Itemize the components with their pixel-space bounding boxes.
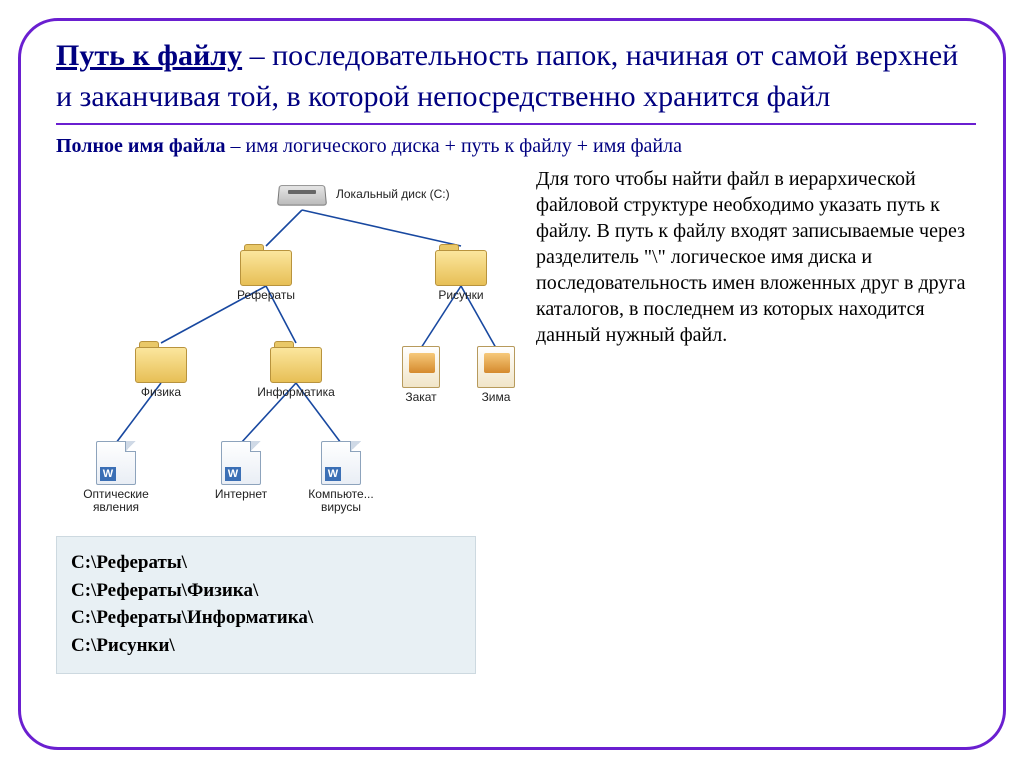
node-label: Оптические явления: [71, 488, 161, 514]
path-line: С:\Рефераты\Физика\: [71, 577, 461, 605]
tree-node-inf: Информатика: [251, 341, 341, 399]
path-line: С:\Рисунки\: [71, 632, 461, 660]
tree-node-fiz: Физика: [116, 341, 206, 399]
tree-node-root: Локальный диск (C:): [274, 176, 484, 210]
node-label: Локальный диск (C:): [336, 188, 450, 201]
tree-node-ref: Рефераты: [221, 244, 311, 302]
node-label: Информатика: [251, 386, 341, 399]
doc-icon: W: [321, 441, 361, 485]
heading: Путь к файлу – последовательность папок,…: [56, 36, 976, 117]
folder-icon: [435, 244, 487, 286]
path-line: С:\Рефераты\Информатика\: [71, 604, 461, 632]
node-label: Компьюте... вирусы: [296, 488, 386, 514]
tree-node-inet: W Интернет: [196, 441, 286, 501]
subtitle: Полное имя файла – имя логического диска…: [56, 135, 976, 158]
tree-node-zima: Зима: [451, 346, 541, 404]
node-label: Рефераты: [221, 289, 311, 302]
body-text: Для того чтобы найти файл в иерархическо…: [536, 166, 966, 526]
folder-icon: [270, 341, 322, 383]
doc-icon: W: [221, 441, 261, 485]
node-label: Зима: [451, 391, 541, 404]
subtitle-term: Полное имя файла: [56, 135, 225, 157]
node-label: Физика: [116, 386, 206, 399]
doc-icon: W: [96, 441, 136, 485]
disk-icon: [274, 176, 330, 210]
divider: [56, 123, 976, 125]
path-line: С:\Рефераты\: [71, 549, 461, 577]
tree-node-opt: W Оптические явления: [71, 441, 161, 514]
slide-content: Путь к файлу – последовательность папок,…: [56, 36, 976, 526]
image-icon: [402, 346, 440, 388]
file-tree: Локальный диск (C:) Рефераты Рисунки Физика…: [56, 166, 516, 526]
subtitle-rest: – имя логического диска + путь к файлу +…: [225, 135, 682, 157]
tree-node-ris: Рисунки: [416, 244, 506, 302]
node-label: Рисунки: [416, 289, 506, 302]
lower-row: Локальный диск (C:) Рефераты Рисунки Физика…: [56, 166, 976, 526]
heading-term: Путь к файлу: [56, 39, 242, 72]
paths-box: С:\Рефераты\ С:\Рефераты\Физика\ С:\Рефе…: [56, 536, 476, 674]
image-icon: [477, 346, 515, 388]
node-label: Интернет: [196, 488, 286, 501]
tree-node-virus: W Компьюте... вирусы: [296, 441, 386, 514]
diagram-panel: Локальный диск (C:) Рефераты Рисунки Физика…: [56, 166, 516, 526]
folder-icon: [135, 341, 187, 383]
folder-icon: [240, 244, 292, 286]
